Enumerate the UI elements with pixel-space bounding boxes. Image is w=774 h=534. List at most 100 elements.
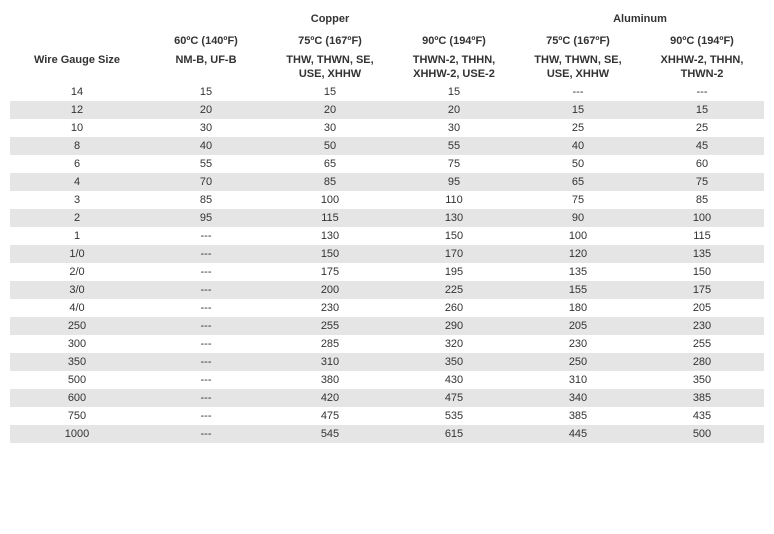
cell-c75: 115 [268, 209, 392, 227]
header-wire-gauge: Wire Gauge Size [10, 51, 144, 84]
cell-c90: 535 [392, 407, 516, 425]
cell-g: 350 [10, 353, 144, 371]
cell-a75: 155 [516, 281, 640, 299]
cell-a75: 135 [516, 263, 640, 281]
cell-g: 4 [10, 173, 144, 191]
cell-c90: 130 [392, 209, 516, 227]
cell-c60: 40 [144, 137, 268, 155]
cell-a75: --- [516, 83, 640, 101]
cell-a75: 310 [516, 371, 640, 389]
cell-c60: 30 [144, 119, 268, 137]
cell-g: 8 [10, 137, 144, 155]
cell-a90: 150 [640, 263, 764, 281]
cell-c60: --- [144, 281, 268, 299]
cell-g: 12 [10, 101, 144, 119]
header-copper: Copper [268, 10, 392, 32]
cell-a90: 385 [640, 389, 764, 407]
cell-c60: --- [144, 335, 268, 353]
cell-g: 1/0 [10, 245, 144, 263]
cell-a90: --- [640, 83, 764, 101]
table-row: 65565755060 [10, 155, 764, 173]
header-type-c90: THWN-2, THHN, XHHW-2, USE-2 [392, 51, 516, 84]
cell-a75: 25 [516, 119, 640, 137]
cell-c75: 150 [268, 245, 392, 263]
table-row: 103030302525 [10, 119, 764, 137]
cell-c60: --- [144, 389, 268, 407]
cell-c75: 15 [268, 83, 392, 101]
cell-g: 2 [10, 209, 144, 227]
cell-c90: 290 [392, 317, 516, 335]
cell-c75: 130 [268, 227, 392, 245]
header-temp-c90: 90ºC (194ºF) [392, 32, 516, 50]
table-row: 1/0---150170120135 [10, 245, 764, 263]
cell-c60: 55 [144, 155, 268, 173]
cell-c75: 85 [268, 173, 392, 191]
cell-c75: 100 [268, 191, 392, 209]
cell-a90: 135 [640, 245, 764, 263]
cell-a90: 45 [640, 137, 764, 155]
cell-c60: --- [144, 227, 268, 245]
cell-a75: 50 [516, 155, 640, 173]
cell-c75: 65 [268, 155, 392, 173]
cell-g: 2/0 [10, 263, 144, 281]
cell-a75: 385 [516, 407, 640, 425]
cell-c90: 260 [392, 299, 516, 317]
cell-c90: 75 [392, 155, 516, 173]
cell-c60: --- [144, 425, 268, 443]
cell-g: 6 [10, 155, 144, 173]
cell-a90: 25 [640, 119, 764, 137]
table-row: 47085956575 [10, 173, 764, 191]
cell-c90: 430 [392, 371, 516, 389]
cell-c60: 85 [144, 191, 268, 209]
header-temp-a75: 75ºC (167ºF) [516, 32, 640, 50]
cell-c90: 195 [392, 263, 516, 281]
cell-c60: --- [144, 263, 268, 281]
cell-c90: 55 [392, 137, 516, 155]
cell-a90: 435 [640, 407, 764, 425]
cell-g: 500 [10, 371, 144, 389]
cell-g: 3 [10, 191, 144, 209]
table-row: 1---130150100115 [10, 227, 764, 245]
cell-a90: 175 [640, 281, 764, 299]
cell-c75: 200 [268, 281, 392, 299]
header-temp-c75: 75ºC (167ºF) [268, 32, 392, 50]
cell-g: 4/0 [10, 299, 144, 317]
cell-a90: 350 [640, 371, 764, 389]
table-row: 500---380430310350 [10, 371, 764, 389]
cell-c75: 175 [268, 263, 392, 281]
cell-g: 600 [10, 389, 144, 407]
cell-c60: --- [144, 407, 268, 425]
cell-a75: 445 [516, 425, 640, 443]
cell-a90: 280 [640, 353, 764, 371]
cell-c60: --- [144, 353, 268, 371]
cell-c60: 20 [144, 101, 268, 119]
table-row: 250---255290205230 [10, 317, 764, 335]
cell-a75: 120 [516, 245, 640, 263]
cell-a75: 250 [516, 353, 640, 371]
table-row: 600---420475340385 [10, 389, 764, 407]
header-temp-a90: 90ºC (194ºF) [640, 32, 764, 50]
cell-a75: 75 [516, 191, 640, 209]
header-group-row: Copper Aluminum [10, 10, 764, 32]
cell-c60: --- [144, 299, 268, 317]
cell-c90: 170 [392, 245, 516, 263]
cell-a90: 100 [640, 209, 764, 227]
cell-a75: 65 [516, 173, 640, 191]
cell-c60: --- [144, 317, 268, 335]
cell-c90: 20 [392, 101, 516, 119]
cell-c90: 350 [392, 353, 516, 371]
cell-a75: 40 [516, 137, 640, 155]
cell-g: 750 [10, 407, 144, 425]
table-row: 1000---545615445500 [10, 425, 764, 443]
cell-a75: 100 [516, 227, 640, 245]
header-temp-row: 60ºC (140ºF) 75ºC (167ºF) 90ºC (194ºF) 7… [10, 32, 764, 50]
cell-g: 14 [10, 83, 144, 101]
table-row: 84050554045 [10, 137, 764, 155]
cell-c90: 150 [392, 227, 516, 245]
cell-a75: 340 [516, 389, 640, 407]
table-row: 3/0---200225155175 [10, 281, 764, 299]
cell-c90: 15 [392, 83, 516, 101]
header-aluminum: Aluminum [516, 10, 764, 32]
cell-c75: 255 [268, 317, 392, 335]
cell-c60: --- [144, 371, 268, 389]
